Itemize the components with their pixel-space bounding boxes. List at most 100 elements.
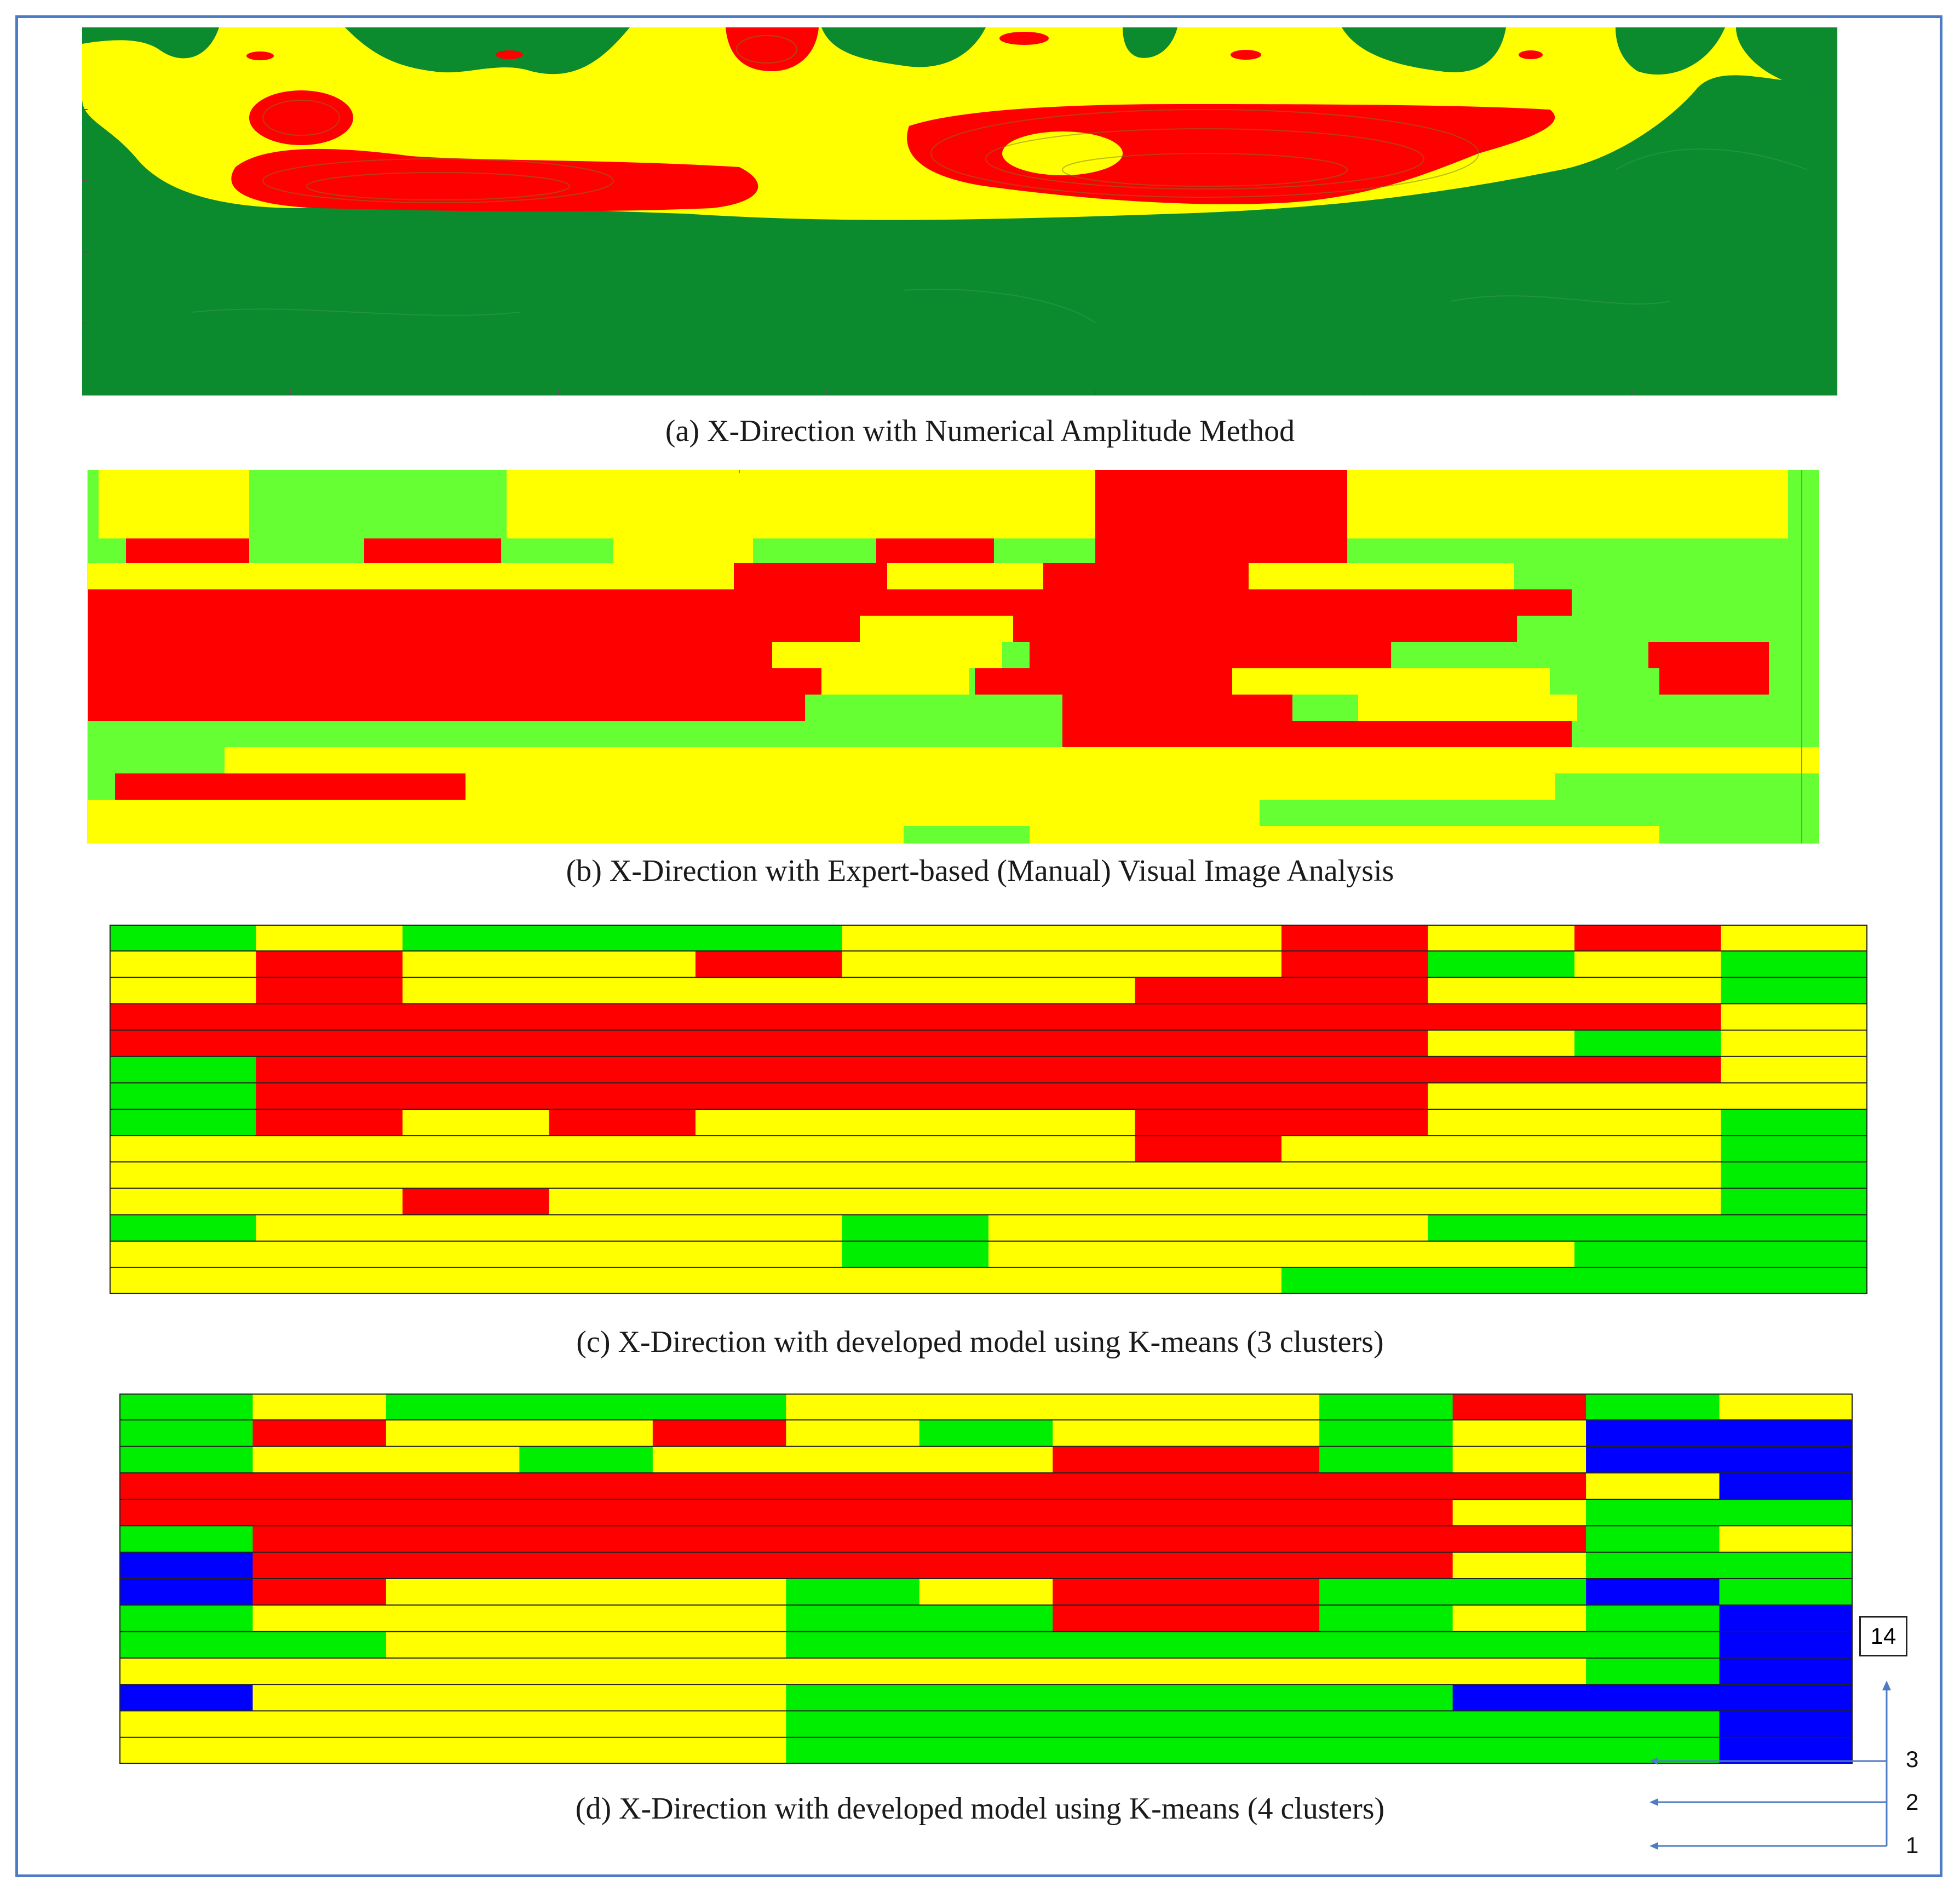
cluster-cell xyxy=(252,1658,387,1685)
cluster-cell xyxy=(110,1214,256,1242)
cluster-cell xyxy=(519,1631,653,1659)
cluster-cell xyxy=(1281,977,1428,1004)
cluster-cell xyxy=(1135,1267,1282,1294)
row-index-14-badge: 14 xyxy=(1859,1616,1907,1656)
cluster-cell xyxy=(119,1526,253,1553)
cluster-cell xyxy=(1135,1056,1282,1083)
cluster-cell xyxy=(1452,1552,1587,1579)
cluster-cell xyxy=(919,1737,1053,1764)
cluster-cell xyxy=(919,1658,1053,1685)
cluster-cell xyxy=(842,1109,989,1136)
cluster-cell xyxy=(919,1579,1053,1605)
cluster-cell xyxy=(1053,1472,1187,1500)
cluster-cell xyxy=(786,1446,920,1473)
cluster-cell xyxy=(1186,1631,1320,1659)
cluster-cell xyxy=(696,925,842,951)
cluster-cell xyxy=(842,951,989,978)
cluster-cell xyxy=(519,1711,653,1738)
cluster-cell xyxy=(519,1446,653,1473)
cluster-cell xyxy=(519,1499,653,1526)
cluster-cell xyxy=(119,1737,253,1764)
cluster-cell xyxy=(1721,1030,1867,1057)
cluster-cell xyxy=(1719,1684,1853,1711)
cluster-cell xyxy=(1053,1446,1187,1473)
cluster-cell xyxy=(110,925,256,951)
cluster-cell xyxy=(403,1241,549,1268)
cluster-cell xyxy=(403,1136,549,1162)
cluster-cell xyxy=(842,1241,989,1268)
cluster-cell xyxy=(1053,1579,1187,1605)
cluster-cell xyxy=(919,1711,1053,1738)
cluster-cell xyxy=(1281,951,1428,978)
cluster-cell xyxy=(1719,1658,1853,1685)
cluster-cell xyxy=(1281,1109,1428,1136)
cluster-cell xyxy=(1574,1030,1721,1057)
cluster-cell xyxy=(386,1684,520,1711)
cluster-cell xyxy=(1721,1267,1867,1294)
cluster-cell xyxy=(1186,1658,1320,1685)
cluster-cell xyxy=(256,1162,403,1189)
cluster-cell xyxy=(119,1711,253,1738)
cluster-cell xyxy=(988,1109,1135,1136)
cluster-cell xyxy=(252,1684,387,1711)
cluster-cell xyxy=(110,1056,256,1083)
cluster-cell xyxy=(519,1658,653,1685)
expert-map-svg xyxy=(88,470,1819,844)
cluster-cell xyxy=(1319,1526,1453,1553)
cluster-cell xyxy=(252,1737,387,1764)
cluster-cell xyxy=(1721,1004,1867,1031)
cluster-cell xyxy=(842,1214,989,1242)
cluster-cell xyxy=(252,1711,387,1738)
cluster-cell xyxy=(786,1394,920,1420)
cluster-cell xyxy=(842,1056,989,1083)
cluster-cell xyxy=(1721,1056,1867,1083)
cluster-cell xyxy=(519,1472,653,1500)
cluster-cell xyxy=(386,1631,520,1659)
cluster-cell xyxy=(403,1162,549,1189)
cluster-cell xyxy=(919,1605,1053,1632)
cluster-cell xyxy=(1574,1109,1721,1136)
cluster-cell xyxy=(1452,1472,1587,1500)
cluster-cell xyxy=(919,1472,1053,1500)
row-index-2-label: 2 xyxy=(1906,1789,1919,1815)
cluster-cell xyxy=(1428,925,1575,951)
cluster-cell xyxy=(988,1136,1135,1162)
cluster-cell xyxy=(256,1082,403,1110)
cluster-cell xyxy=(1053,1499,1187,1526)
cluster-cell xyxy=(110,1188,256,1215)
cluster-cell xyxy=(1721,1136,1867,1162)
cluster-cell xyxy=(919,1552,1053,1579)
cluster-cell xyxy=(1053,1552,1187,1579)
cluster-cell xyxy=(403,1188,549,1215)
cluster-cell xyxy=(1586,1605,1720,1632)
cluster-cell xyxy=(386,1394,520,1420)
cluster-cell xyxy=(1719,1446,1853,1473)
cluster-cell xyxy=(1428,1082,1575,1110)
cluster-cell xyxy=(1574,951,1721,978)
cluster-cell xyxy=(1574,1241,1721,1268)
cluster-cell xyxy=(1721,1162,1867,1189)
cluster-cell xyxy=(842,1136,989,1162)
cluster-cell xyxy=(403,951,549,978)
cluster-cell xyxy=(1319,1446,1453,1473)
cluster-cell xyxy=(1586,1579,1720,1605)
cluster-cell xyxy=(386,1737,520,1764)
cluster-cell xyxy=(519,1394,653,1420)
cluster-cell xyxy=(1574,1214,1721,1242)
cluster-cell xyxy=(1719,1394,1853,1420)
cluster-cell xyxy=(119,1552,253,1579)
cluster-cell xyxy=(1281,1004,1428,1031)
cluster-cell xyxy=(842,1082,989,1110)
cluster-cell xyxy=(1452,1579,1587,1605)
cluster-cell xyxy=(1319,1684,1453,1711)
cluster-cell xyxy=(696,1188,842,1215)
cluster-cell xyxy=(1135,951,1282,978)
cluster-cell xyxy=(919,1446,1053,1473)
cluster-cell xyxy=(549,925,696,951)
cluster-cell xyxy=(652,1472,786,1500)
cluster-cell xyxy=(252,1446,387,1473)
cluster-cell xyxy=(110,1162,256,1189)
cluster-cell xyxy=(786,1472,920,1500)
cluster-cell xyxy=(1721,1082,1867,1110)
cluster-cell xyxy=(252,1552,387,1579)
